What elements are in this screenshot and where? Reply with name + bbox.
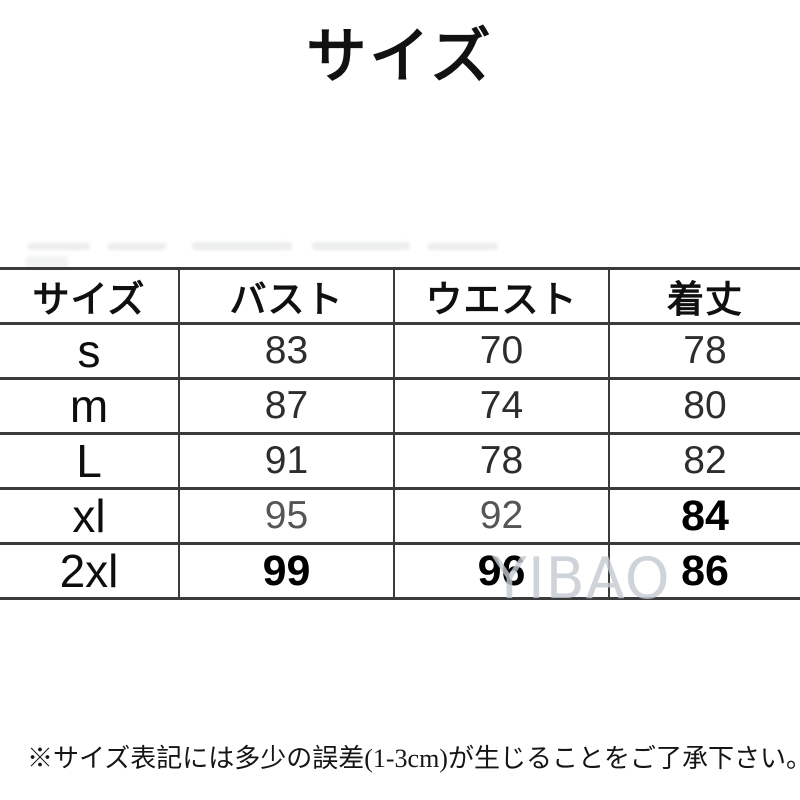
measurement-value: 96 <box>395 545 610 600</box>
size-label: 2xl <box>0 545 180 600</box>
artifact-smudge <box>28 243 90 250</box>
measurement-value: 74 <box>395 380 610 435</box>
column-header-size: サイズ <box>0 270 180 325</box>
measurement-value: 91 <box>180 435 395 490</box>
artifact-smudge <box>312 242 410 250</box>
column-header-length: 着丈 <box>610 270 800 325</box>
artifact-smudge <box>428 243 498 250</box>
size-label: m <box>0 380 180 435</box>
measurement-value: 87 <box>180 380 395 435</box>
measurement-value: 80 <box>610 380 800 435</box>
measurement-value: 99 <box>180 545 395 600</box>
footnote: ※サイズ表記には多少の誤差(1-3cm)が生じることをご了承下さい。 <box>27 744 800 773</box>
size-label: L <box>0 435 180 490</box>
artifact-smudge <box>192 242 292 250</box>
artifact-smudge <box>108 243 166 250</box>
size-table: サイズ バスト ウエスト 着丈 s 83 70 78 m 87 74 80 L 91 78 82 xl 9… <box>0 267 800 600</box>
measurement-value: 84 <box>610 490 800 545</box>
column-header-waist: ウエスト <box>395 270 610 325</box>
measurement-value: 78 <box>610 325 800 380</box>
size-label: s <box>0 325 180 380</box>
column-header-bust: バスト <box>180 270 395 325</box>
measurement-value: 82 <box>610 435 800 490</box>
measurement-value: 92 <box>395 490 610 545</box>
measurement-value: 95 <box>180 490 395 545</box>
page-title: サイズ <box>306 23 494 90</box>
measurement-value: 78 <box>395 435 610 490</box>
measurement-value: 70 <box>395 325 610 380</box>
artifact-smudge <box>26 256 68 269</box>
size-label: xl <box>0 490 180 545</box>
measurement-value: 86 <box>610 545 800 600</box>
measurement-value: 83 <box>180 325 395 380</box>
